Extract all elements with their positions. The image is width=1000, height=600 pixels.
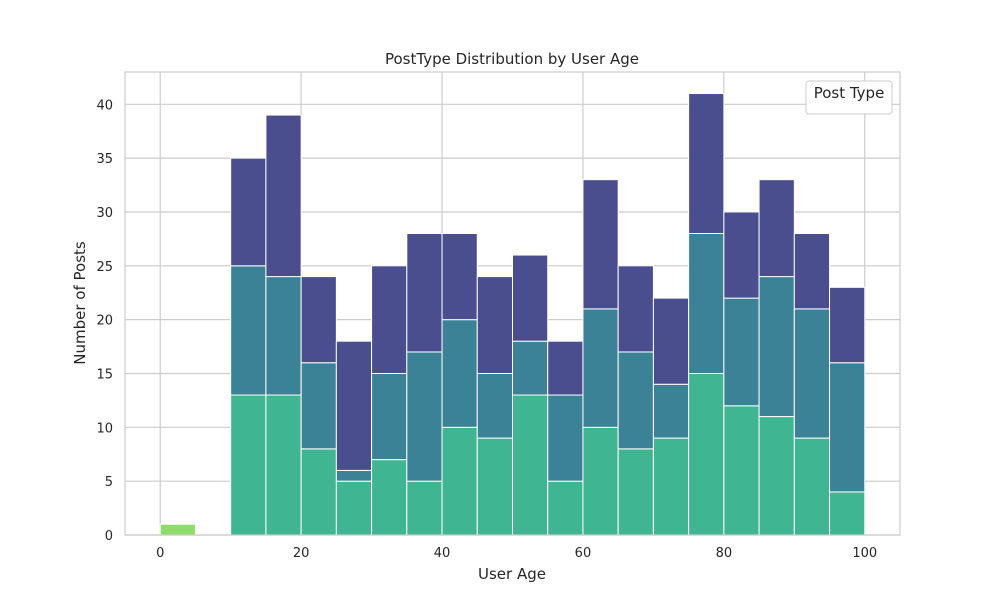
bar-segment-top (547, 340, 584, 396)
bar-segment-top (582, 179, 619, 310)
y-axis-label: Number of Posts (71, 241, 89, 365)
bar-segment-middle (371, 372, 408, 461)
bar-segment-bottom (617, 448, 654, 536)
x-tick-label: 100 (852, 546, 877, 561)
bar-segment-bottom (300, 448, 337, 536)
bars (159, 93, 866, 536)
bar-segment (159, 523, 196, 536)
bar-segment-middle (230, 265, 267, 396)
bar-segment-middle (476, 372, 514, 439)
bar-segment-top (230, 157, 267, 267)
bar-segment-bottom (476, 437, 514, 536)
bar-segment-bottom (265, 394, 302, 536)
x-tick-label: 0 (156, 546, 164, 561)
bar-segment-middle (582, 308, 619, 428)
bar-segment-top (758, 179, 795, 278)
bar-segment-bottom (371, 459, 408, 536)
bar-segment-middle (829, 362, 866, 493)
y-tick-label: 0 (105, 529, 113, 544)
x-tick-labels: 0 20 40 60 80 100 (156, 546, 877, 561)
bar-segment-bottom (230, 394, 267, 536)
bar-segment-middle (512, 340, 549, 396)
y-tick-label: 15 (96, 367, 113, 382)
bar-segment-middle (617, 351, 654, 450)
bar-segment-bottom (582, 426, 619, 536)
bar-segment-middle (723, 297, 760, 407)
y-tick-labels: 0 5 10 15 20 25 30 35 40 (96, 98, 113, 544)
bar-segment-bottom (547, 480, 584, 536)
bar-segment-top (617, 265, 654, 353)
bar-segment-bottom (512, 394, 549, 536)
bar-segment-bottom (441, 426, 478, 536)
bar-segment-bottom (829, 491, 866, 536)
bar-segment-bottom (652, 437, 690, 536)
bar-segment-top (335, 340, 373, 471)
bar-segment-top (265, 114, 302, 278)
bar-segment-top (406, 233, 443, 353)
x-tick-label: 20 (293, 546, 310, 561)
legend: Post Type (805, 80, 893, 115)
x-axis-label: User Age (478, 565, 546, 583)
bar-segment-middle (652, 383, 690, 439)
bar-segment-middle (441, 319, 478, 428)
bar-segment-middle (758, 276, 795, 418)
bar-segment-top (441, 233, 478, 321)
bar-segment-bottom (723, 405, 760, 536)
bar-segment-bottom (406, 480, 443, 536)
x-tick-label: 60 (575, 546, 592, 561)
y-tick-label: 20 (96, 314, 113, 329)
legend-box (805, 80, 893, 115)
y-tick-label: 25 (96, 260, 113, 275)
bar-segment-top (652, 297, 690, 385)
bar-segment-bottom (793, 437, 831, 536)
legend-title: Post Type (814, 84, 885, 102)
bar-segment-middle (300, 362, 337, 450)
x-tick-label: 80 (716, 546, 733, 561)
chart-title: PostType Distribution by User Age (385, 50, 639, 68)
bar-segment-top (371, 265, 408, 374)
y-tick-label: 35 (96, 152, 113, 167)
bar-segment-top (688, 93, 725, 235)
bar-segment-top (476, 276, 514, 374)
bar-segment-middle (265, 276, 302, 396)
y-tick-label: 5 (105, 475, 113, 490)
bar-segment-bottom (758, 416, 795, 536)
bar-segment-middle (688, 233, 725, 374)
bar-segment-top (300, 276, 337, 364)
bar-segment-top (723, 211, 760, 299)
y-tick-label: 10 (96, 421, 113, 436)
plot-frame (124, 71, 901, 536)
bar-segment-middle (406, 351, 443, 482)
bar-segment-middle (335, 469, 373, 482)
x-tick-label: 40 (434, 546, 451, 561)
y-tick-label: 40 (96, 98, 113, 113)
bar-segment-bottom (335, 480, 373, 536)
bar-segment-top (829, 286, 866, 364)
bar-segment-top (793, 233, 831, 310)
bar-segment-middle (793, 308, 831, 439)
bar-segment-bottom (688, 372, 725, 536)
bar-segment-middle (547, 394, 584, 482)
y-tick-label: 30 (96, 206, 113, 221)
bar-segment-top (512, 254, 549, 342)
